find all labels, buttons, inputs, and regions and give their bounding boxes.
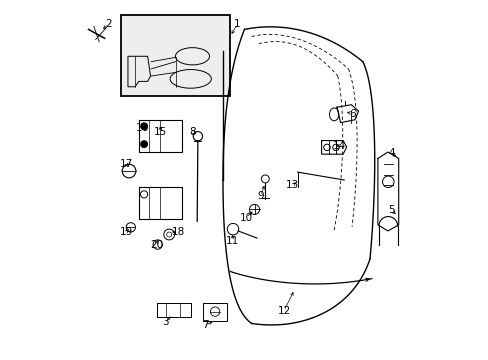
Text: 5: 5: [387, 206, 394, 216]
Text: 14: 14: [332, 141, 346, 151]
Text: 13: 13: [285, 180, 299, 190]
Text: 1: 1: [234, 19, 240, 29]
Text: 4: 4: [387, 148, 394, 158]
Text: 11: 11: [225, 236, 238, 246]
Text: 2: 2: [105, 19, 111, 29]
Text: 20: 20: [150, 239, 163, 249]
Text: 19: 19: [119, 227, 133, 237]
Text: 6: 6: [348, 109, 355, 119]
Text: 9: 9: [257, 191, 264, 201]
Circle shape: [141, 141, 147, 147]
Text: 18: 18: [171, 227, 184, 237]
Text: 3: 3: [162, 317, 168, 327]
Text: 12: 12: [277, 306, 290, 316]
Text: 10: 10: [239, 213, 252, 222]
Text: 15: 15: [153, 127, 166, 136]
Text: 17: 17: [119, 159, 133, 169]
Text: 16: 16: [135, 123, 149, 133]
Text: 8: 8: [189, 127, 195, 136]
FancyBboxPatch shape: [121, 15, 230, 96]
Circle shape: [141, 123, 147, 130]
Text: 7: 7: [202, 320, 208, 330]
